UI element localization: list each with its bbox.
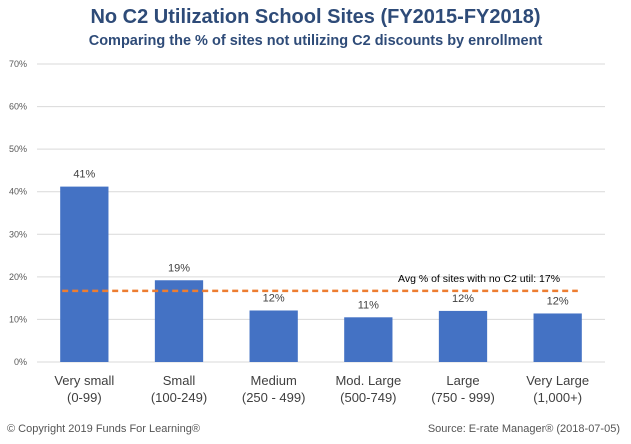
x-tick-label: Very Large — [526, 373, 589, 388]
bar — [154, 280, 204, 362]
y-tick-label: 40% — [9, 187, 27, 197]
x-tick-label: (250 - 499) — [242, 390, 306, 405]
x-tick-label: (100-249) — [151, 390, 207, 405]
x-tick-label: Small — [163, 373, 196, 388]
x-tick-label: Very small — [54, 373, 114, 388]
data-label: 12% — [547, 295, 569, 307]
chart-subtitle: Comparing the % of sites not utilizing C… — [88, 33, 543, 49]
x-tick-label: Mod. Large — [335, 373, 401, 388]
bar — [533, 313, 582, 362]
x-tick-label: (750 - 999) — [431, 390, 495, 405]
y-tick-label: 30% — [9, 229, 27, 239]
chart-title: No C2 Utilization School Sites (FY2015-F… — [90, 6, 541, 28]
average-label: Avg % of sites with no C2 util: 17% — [398, 273, 560, 285]
data-label: 12% — [263, 292, 285, 304]
bar — [249, 310, 298, 362]
bar — [344, 317, 393, 362]
x-tick-label: (1,000+) — [533, 390, 582, 405]
data-label: 19% — [168, 262, 190, 274]
copyright-footer: © Copyright 2019 Funds For Learning® — [7, 423, 200, 435]
data-label: 41% — [73, 169, 95, 181]
y-tick-label: 70% — [9, 59, 27, 69]
bar — [438, 310, 488, 362]
y-tick-label: 20% — [9, 272, 27, 282]
y-tick-label: 50% — [9, 144, 27, 154]
y-tick-label: 60% — [9, 102, 27, 112]
x-tick-label: (0-99) — [67, 390, 102, 405]
y-tick-label: 10% — [9, 314, 27, 324]
bar — [60, 186, 109, 362]
x-tick-label: Medium — [251, 373, 297, 388]
data-label: 11% — [358, 299, 379, 311]
y-tick-label: 0% — [14, 357, 27, 367]
source-footer: Source: E-rate Manager® (2018-07-05) — [427, 423, 620, 435]
x-tick-label: Large — [446, 373, 479, 388]
x-tick-label: (500-749) — [340, 390, 396, 405]
data-label: 12% — [452, 293, 474, 305]
